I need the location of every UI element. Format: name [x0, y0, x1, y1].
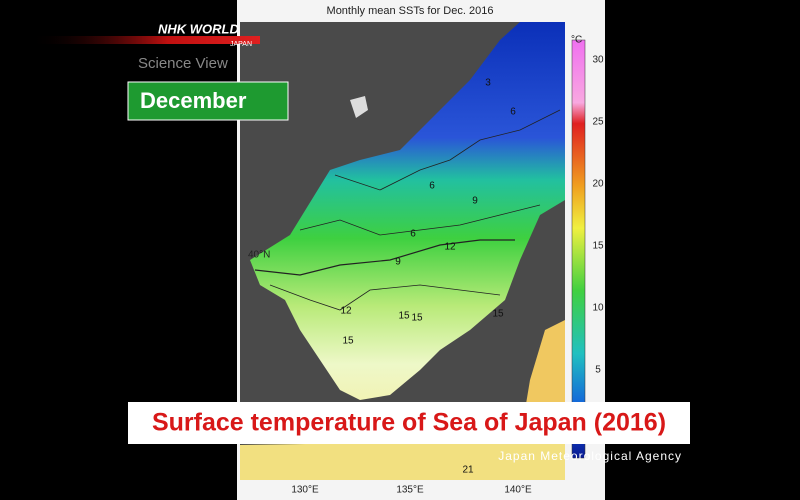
longitude-label: 140°E: [504, 485, 532, 496]
contour-label: 12: [444, 242, 456, 253]
contour-label: 15: [411, 313, 423, 324]
contour-line: [334, 109, 561, 191]
caption: Surface temperature of Sea of Japan (201…: [152, 409, 666, 437]
contour-label: 9: [472, 196, 478, 207]
colorbar-tick-label: 20: [592, 179, 604, 190]
contour-label: 6: [410, 229, 416, 240]
colorbar-tick-label: 30: [592, 55, 604, 66]
sea-area: [250, 22, 565, 400]
colorbar-tick-label: 10: [592, 303, 604, 314]
month-label: December: [140, 88, 247, 113]
contour-label: 12: [340, 306, 352, 317]
sea-south: [240, 440, 565, 480]
contour-label: 15: [398, 311, 410, 322]
latitude-label: 40°N: [248, 250, 270, 261]
colorbar-tick-label: 15: [592, 241, 604, 252]
contour-label: 9: [395, 257, 401, 268]
contour-line: [269, 284, 501, 311]
contour-label: 21: [462, 465, 474, 476]
logo-bar: [30, 36, 260, 44]
caption-box: [128, 402, 690, 444]
month-box: [127, 81, 289, 121]
contour-label: 6: [429, 181, 435, 192]
map-title: Monthly mean SSTs for Dec. 2016: [327, 5, 494, 17]
colorbar-tick-label: 5: [595, 365, 601, 376]
program-name: Science View: [138, 55, 228, 72]
contour-label: 15: [492, 309, 504, 320]
longitude-label: 130°E: [291, 485, 319, 496]
credit: Japan Meteorological Agency: [498, 449, 682, 463]
contour-label: 3: [485, 78, 491, 89]
logo-sub: JAPAN: [230, 41, 252, 48]
colorbar-tick-label: 25: [592, 117, 604, 128]
colorbar-unit: °C: [571, 35, 582, 46]
colorbar: [571, 39, 586, 459]
logo: NHK WORLD: [158, 21, 239, 36]
contour-line: [299, 204, 541, 236]
island: [350, 96, 368, 118]
contour-label: 15: [342, 336, 354, 347]
contour-label: 6: [510, 107, 516, 118]
longitude-label: 135°E: [396, 485, 424, 496]
contour-line: [254, 239, 515, 276]
